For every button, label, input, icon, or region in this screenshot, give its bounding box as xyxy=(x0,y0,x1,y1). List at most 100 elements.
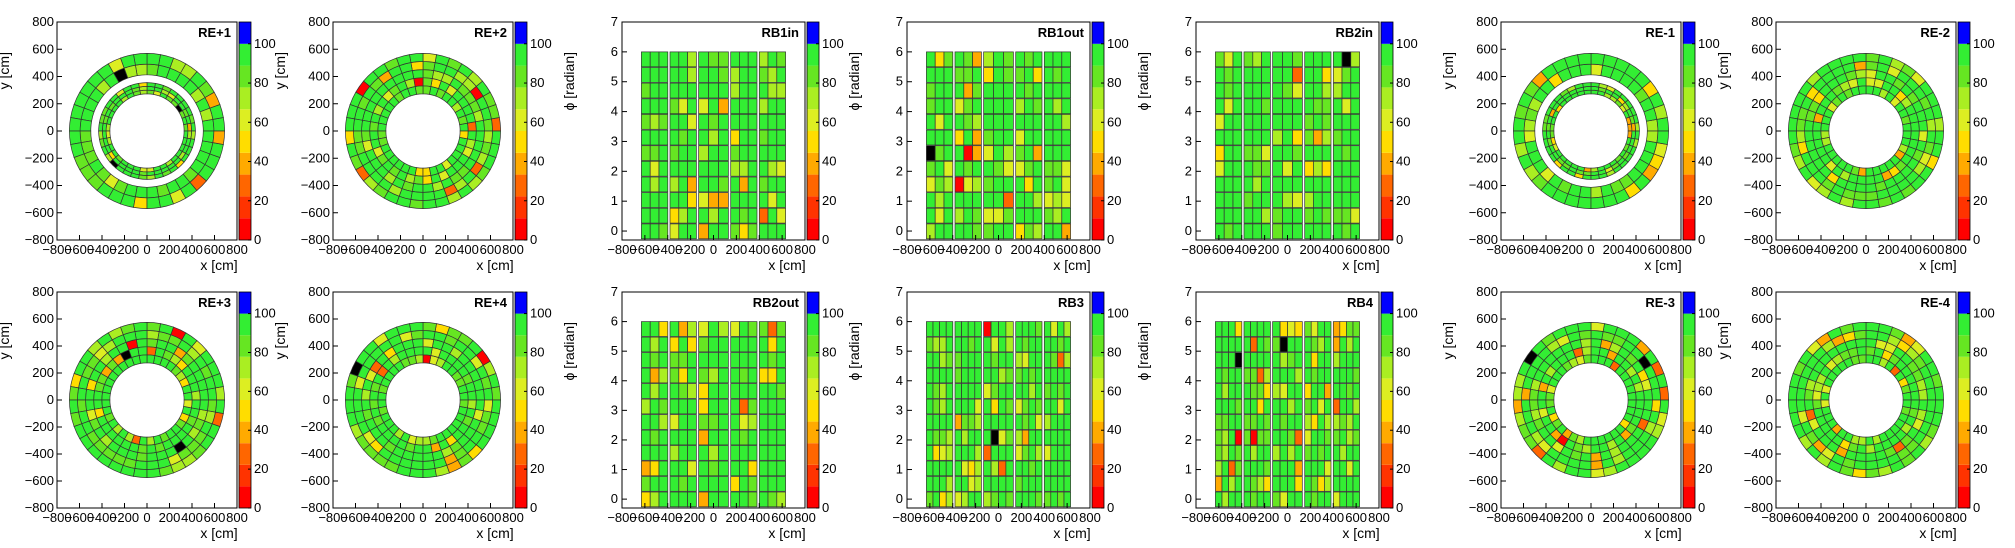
chamber-cell xyxy=(135,338,148,348)
z-tick-label: 40 xyxy=(1973,154,1987,169)
roll-cell xyxy=(730,160,740,177)
chamber-cell xyxy=(1910,130,1920,141)
roll-cell xyxy=(954,207,965,224)
colorbar-segment xyxy=(807,131,819,153)
roll-cell xyxy=(1282,82,1293,99)
roll-cell xyxy=(926,367,934,384)
chamber-cell xyxy=(133,322,148,332)
x-tick-label: −800 xyxy=(1181,510,1210,525)
roll-cell xyxy=(1043,51,1054,68)
colorbar-segment xyxy=(1381,196,1393,219)
roll-cell xyxy=(939,476,947,492)
roll-cell xyxy=(1263,383,1271,399)
roll-cell xyxy=(758,160,769,177)
y-tick-label: −600 xyxy=(25,473,54,488)
chamber-cell xyxy=(1910,399,1920,410)
roll-cell xyxy=(658,445,669,461)
roll-cell xyxy=(730,145,740,161)
roll-cell xyxy=(1294,429,1303,446)
roll-cell xyxy=(1015,223,1025,240)
roll-cell xyxy=(687,476,697,492)
colorbar-segment xyxy=(515,335,527,357)
roll-cell xyxy=(678,98,688,115)
roll-cell xyxy=(747,67,758,83)
roll-cell xyxy=(678,129,688,146)
roll-cell xyxy=(1043,476,1052,492)
y-tick-label: −200 xyxy=(1469,419,1498,434)
roll-cell xyxy=(934,98,945,115)
roll-cell xyxy=(1015,445,1023,461)
roll-cell xyxy=(747,491,758,508)
y-tick-label: 400 xyxy=(1476,338,1498,353)
x-tick-label: −600 xyxy=(65,510,94,525)
z-tick-label: 80 xyxy=(1396,75,1410,90)
roll-cell xyxy=(1294,445,1303,461)
roll-cell xyxy=(658,321,669,337)
colorbar-segment xyxy=(239,131,251,153)
x-tick-label: −600 xyxy=(1509,242,1538,257)
roll-cell xyxy=(961,491,969,508)
chamber-cell xyxy=(422,53,437,63)
colorbar-segment xyxy=(1683,486,1695,508)
roll-cell xyxy=(1243,176,1254,193)
roll-cell xyxy=(1292,160,1303,177)
chamber-cell xyxy=(69,117,82,132)
roll-cell xyxy=(641,145,651,161)
roll-cell xyxy=(998,321,1007,337)
roll-cell xyxy=(739,114,749,130)
roll-cell xyxy=(1310,476,1319,492)
x-tick-label: 0 xyxy=(1862,242,1869,257)
x-tick-label: 400 xyxy=(748,242,770,257)
roll-cell xyxy=(1243,352,1251,368)
roll-cell xyxy=(730,98,740,115)
roll-cell xyxy=(758,223,769,240)
roll-cell xyxy=(1028,460,1036,477)
roll-cell xyxy=(641,383,651,399)
roll-cell xyxy=(1057,398,1065,415)
roll-cell xyxy=(739,476,749,492)
roll-cell xyxy=(1032,129,1043,146)
z-tick-label: 40 xyxy=(1698,422,1712,437)
roll-cell xyxy=(649,223,660,240)
y-tick-label: 1 xyxy=(896,462,903,477)
roll-cell xyxy=(678,383,688,399)
y-tick-label: 200 xyxy=(32,365,54,380)
roll-cell xyxy=(1272,429,1281,446)
roll-cell xyxy=(687,82,697,99)
chamber-cell xyxy=(369,121,379,132)
x-tick-label: −800 xyxy=(42,510,71,525)
y-axis-label: y [cm] xyxy=(1440,322,1456,359)
colorbar-segment xyxy=(1381,378,1393,400)
roll-cell xyxy=(1024,176,1034,193)
y-tick-label: −400 xyxy=(1469,178,1498,193)
roll-cell xyxy=(687,352,697,368)
roll-cell xyxy=(934,67,945,83)
colorbar-segment xyxy=(239,174,251,197)
roll-cell xyxy=(1332,414,1341,430)
roll-cell xyxy=(1317,429,1325,446)
roll-cell xyxy=(641,114,651,130)
roll-cell xyxy=(998,445,1007,461)
colorbar-segment xyxy=(1958,152,1970,175)
roll-cell xyxy=(708,352,719,368)
roll-cell xyxy=(1005,491,1014,508)
roll-cell xyxy=(687,336,697,353)
colorbar-frame xyxy=(1682,291,1696,509)
roll-cell xyxy=(1015,82,1025,99)
roll-cell xyxy=(1287,321,1296,337)
roll-cell xyxy=(747,460,758,477)
roll-cell xyxy=(1003,160,1014,177)
chamber-cell xyxy=(138,436,148,446)
chamber-cell xyxy=(1918,388,1928,401)
roll-cell xyxy=(1304,145,1314,161)
roll-cell xyxy=(1061,176,1071,193)
chamber-cell xyxy=(422,69,435,79)
roll-cell xyxy=(698,145,709,161)
roll-cell xyxy=(1043,445,1052,461)
roll-cell xyxy=(678,367,688,384)
roll-cell xyxy=(1015,145,1025,161)
roll-cell xyxy=(1332,352,1341,368)
colorbar-segment xyxy=(1958,400,1970,422)
z-tick-label: 40 xyxy=(1396,154,1410,169)
roll-cell xyxy=(1332,160,1343,177)
